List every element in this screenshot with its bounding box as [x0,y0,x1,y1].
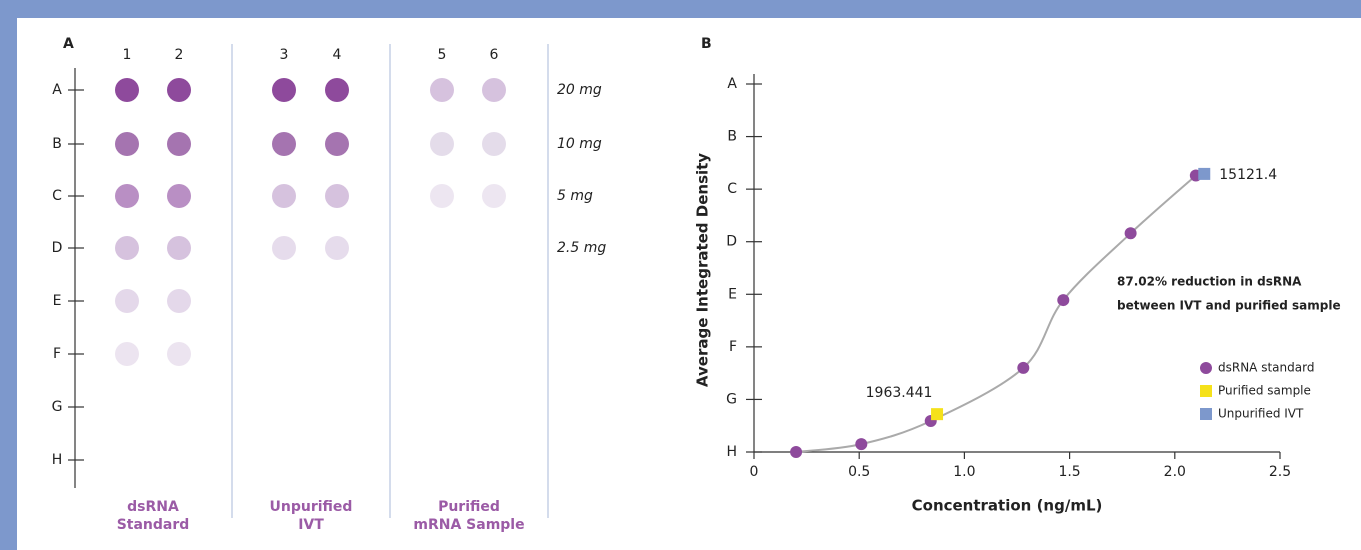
blot-dot [115,236,139,260]
data-point [1017,362,1029,374]
blot-dot [272,236,296,260]
y-tick-label: B [727,129,737,145]
lane-number: 4 [333,47,342,63]
blot-dot [325,184,349,208]
page: {"panel_a": {"label": "A", "columns": ["… [0,0,1361,550]
row-label: H [52,452,63,468]
amount-label: 10 mg [557,136,602,152]
group-label: Purified [438,499,500,515]
x-tick-label: 2.5 [1269,464,1291,480]
blot-dot [325,78,349,102]
row-label: E [53,293,62,309]
data-point [790,446,802,458]
legend-marker [1200,385,1212,397]
figure: A B 1 2 3 4 5 6 A B C D E F G H 20 mg 10 mg 5 mg 2.5 mg ds… [0,0,1361,550]
blot-dot [325,236,349,260]
row-label: A [52,82,62,98]
row-label: C [52,188,62,204]
annotation: 87.02% reduction in dsRNA [1117,275,1302,289]
blot-dot [272,132,296,156]
legend-label: Unpurified IVT [1218,407,1304,421]
y-tick-label: F [729,339,737,355]
group-label: mRNA Sample [413,517,524,533]
x-tick-label: 1.5 [1058,464,1080,480]
blot-dot [115,289,139,313]
x-tick-label: 1.0 [953,464,975,480]
lane-number: 3 [280,47,289,63]
blot-dot [167,184,191,208]
blot-dot [167,78,191,102]
legend-label: Purified sample [1218,384,1311,398]
y-tick-label: E [728,286,737,302]
x-tick-label: 2.0 [1164,464,1186,480]
blot-dot [430,184,454,208]
blot-dot [115,132,139,156]
blot-dot [272,78,296,102]
data-point [1057,294,1069,306]
lane-number: 5 [438,47,447,63]
row-label: G [52,399,63,415]
lane-number: 2 [175,47,184,63]
amount-label: 2.5 mg [557,240,606,256]
y-tick-label: C [727,181,737,197]
data-point [1125,227,1137,239]
row-label: B [52,136,62,152]
y-tick-label: D [726,234,737,250]
lane-number: 6 [490,47,499,63]
annotation: between IVT and purified sample [1117,299,1341,313]
x-tick-label: 0 [750,464,759,480]
amount-label: 20 mg [557,82,602,98]
point-label: 15121.4 [1219,167,1277,183]
blot-dot [482,184,506,208]
blot-dot [167,342,191,366]
x-axis-title: Concentration (ng/mL) [912,497,1103,515]
panel-label: A [63,36,74,52]
point-label: 1963.441 [866,385,933,401]
y-axis-title: Average Integrated Density [694,153,712,387]
y-tick-label: H [726,444,737,460]
blot-dot [115,342,139,366]
legend-marker [1200,362,1212,374]
amount-label: 5 mg [557,188,593,204]
panel-label: B [701,36,712,52]
y-tick-label: A [727,76,737,92]
group-label: IVT [298,517,324,533]
data-point [931,408,943,420]
legend-label: dsRNA standard [1218,361,1314,375]
row-label: F [53,346,61,362]
row-label: D [52,240,63,256]
legend-marker [1200,408,1212,420]
x-tick-label: 0.5 [848,464,870,480]
blot-dot [482,78,506,102]
data-point [855,438,867,450]
data-point [1198,168,1210,180]
lane-number: 1 [123,47,132,63]
group-label: Unpurified [270,499,353,515]
blot-dot [115,78,139,102]
y-tick-label: G [726,391,737,407]
group-label: Standard [117,517,190,533]
blot-dot [482,132,506,156]
blot-dot [115,184,139,208]
blot-dot [272,184,296,208]
blot-dot [167,236,191,260]
blot-dot [167,132,191,156]
blot-dot [167,289,191,313]
blot-dot [430,132,454,156]
group-label: dsRNA [127,499,179,515]
blot-dot [325,132,349,156]
blot-dot [430,78,454,102]
